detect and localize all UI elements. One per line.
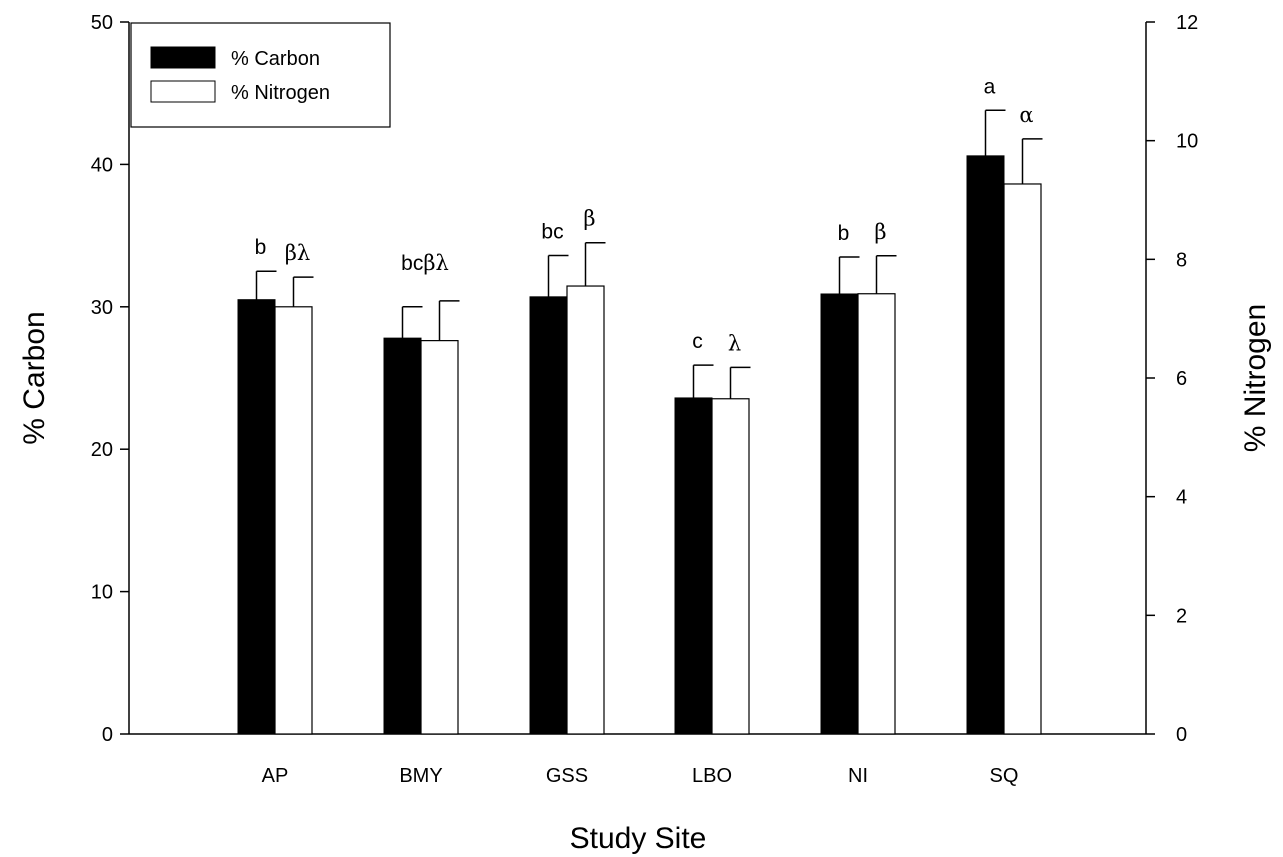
- x-tick-label: SQ: [990, 765, 1019, 787]
- y-left-tick-label: 40: [91, 154, 113, 176]
- bar-carbon: [237, 299, 276, 735]
- sig-label-carbon: bc: [541, 221, 563, 244]
- legend-swatch-nitrogen: [150, 80, 216, 103]
- bar-nitrogen: [420, 340, 459, 735]
- sig-label-carbon: c: [692, 330, 703, 353]
- x-tick-label: BMY: [399, 765, 442, 787]
- x-axis-title: Study Site: [570, 822, 707, 855]
- y-right-tick-label: 8: [1176, 249, 1187, 271]
- y-left-tick-label: 10: [91, 582, 113, 604]
- sig-label-carbon: a: [984, 75, 996, 98]
- y-right-tick-label: 2: [1176, 605, 1187, 627]
- y-right-tick-label: 4: [1176, 487, 1187, 509]
- bar-carbon: [529, 296, 568, 735]
- bar-nitrogen: [1003, 183, 1042, 735]
- sig-label-nitrogen: α: [1019, 103, 1033, 127]
- y-left-tick-label: 30: [91, 297, 113, 319]
- sig-label-carbon: b: [255, 236, 267, 259]
- sig-label-nitrogen: βλ: [423, 251, 448, 275]
- x-tick-label: GSS: [546, 765, 588, 787]
- y-right-tick-label: 12: [1176, 12, 1198, 34]
- bar-carbon: [820, 293, 859, 735]
- sig-label-combined: bcβλ: [401, 251, 449, 275]
- y-left-tick-label: 20: [91, 439, 113, 461]
- y-right-tick-label: 0: [1176, 724, 1187, 746]
- y-left-tick-label: 50: [91, 12, 113, 34]
- legend: % Carbon % Nitrogen: [130, 22, 391, 128]
- bar-carbon: [383, 337, 422, 735]
- bar-carbon: [674, 397, 713, 735]
- sig-label-carbon: b: [838, 222, 850, 245]
- bar-nitrogen: [274, 306, 313, 735]
- legend-label-nitrogen: % Nitrogen: [231, 82, 330, 104]
- bar-carbon: [966, 155, 1005, 735]
- legend-swatch-carbon: [150, 46, 216, 69]
- y-axis-right-title: % Nitrogen: [1239, 304, 1272, 452]
- bar-nitrogen: [566, 285, 605, 735]
- sig-label-nitrogen: β: [874, 220, 886, 244]
- sig-label-nitrogen: λ: [728, 331, 741, 355]
- y-right-tick-label: 10: [1176, 131, 1198, 153]
- sig-label-nitrogen: β: [583, 207, 595, 231]
- bar-nitrogen: [857, 293, 896, 735]
- sig-label-nitrogen: βλ: [285, 241, 310, 265]
- x-tick-label: LBO: [692, 765, 732, 787]
- sig-label-carbon: bc: [401, 252, 423, 275]
- y-axis-left-title: % Carbon: [18, 311, 51, 444]
- x-tick-label: AP: [262, 765, 289, 787]
- x-tick-label: NI: [848, 765, 868, 787]
- y-right-tick-label: 6: [1176, 368, 1187, 390]
- bar-nitrogen: [711, 398, 750, 735]
- y-left-tick-label: 0: [102, 724, 113, 746]
- legend-label-carbon: % Carbon: [231, 48, 320, 70]
- legend-box: [130, 22, 391, 128]
